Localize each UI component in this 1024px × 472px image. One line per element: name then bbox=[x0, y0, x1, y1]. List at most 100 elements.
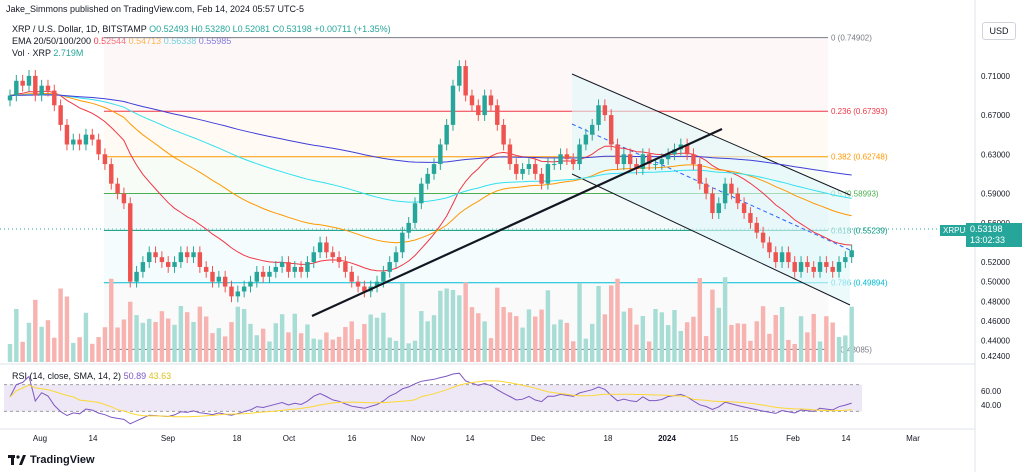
volume-bar bbox=[71, 342, 76, 362]
candle-body bbox=[343, 262, 348, 272]
candle-body bbox=[564, 154, 570, 160]
volume-bar bbox=[773, 315, 778, 362]
candle-body bbox=[627, 154, 633, 165]
candle-body bbox=[602, 105, 608, 116]
candle-body bbox=[805, 262, 810, 267]
time-tick-label: Nov bbox=[411, 434, 425, 443]
candle-body bbox=[811, 266, 816, 272]
volume-bar bbox=[393, 340, 399, 362]
currency-selector[interactable]: USD bbox=[982, 22, 1016, 40]
tradingview-logo[interactable]: TradingView bbox=[8, 454, 95, 466]
volume-bar bbox=[20, 341, 25, 362]
volume-bar bbox=[153, 321, 158, 362]
candle-body bbox=[457, 66, 462, 86]
volume-bar bbox=[438, 290, 443, 362]
volume-bar bbox=[203, 316, 209, 362]
volume-bar bbox=[58, 288, 63, 362]
candle-body bbox=[305, 262, 310, 272]
volume-bar bbox=[412, 340, 418, 362]
volume-bar bbox=[279, 314, 285, 362]
candle-body bbox=[533, 164, 538, 174]
volume-bar bbox=[267, 341, 272, 362]
time-tick-label: Feb bbox=[786, 434, 800, 443]
price-tick-label: 0.59000 bbox=[981, 189, 1010, 198]
candle-body bbox=[526, 164, 532, 169]
ema100-value: 0.56338 bbox=[163, 36, 197, 46]
candle-body bbox=[273, 266, 279, 272]
time-tick-label: Aug bbox=[33, 434, 47, 443]
rsi-label: RSI (14, close, SMA, 14, 2) bbox=[12, 371, 122, 381]
volume-bar bbox=[191, 321, 196, 362]
channel-fill bbox=[572, 74, 850, 305]
candle-body bbox=[463, 66, 468, 96]
candle-body bbox=[406, 222, 411, 233]
ema100-line bbox=[9, 93, 852, 203]
candle-body bbox=[184, 252, 190, 258]
volume-bar bbox=[729, 324, 734, 362]
candle-body bbox=[159, 257, 165, 263]
volume-bar bbox=[640, 316, 646, 362]
candle-body bbox=[298, 266, 304, 272]
candle-body bbox=[741, 203, 747, 214]
volume-bar bbox=[134, 315, 139, 362]
candle-body bbox=[71, 139, 76, 145]
ema200-value: 0.55985 bbox=[198, 36, 232, 46]
candle-body bbox=[552, 164, 557, 166]
volume-bar bbox=[254, 335, 260, 362]
fib-level-label: 0.618 (0.55239) bbox=[831, 226, 888, 235]
price-tick-label: 0.44000 bbox=[981, 336, 1010, 345]
channel-lower bbox=[571, 173, 851, 306]
candle-body bbox=[96, 139, 101, 155]
volume-bar bbox=[798, 316, 804, 362]
ema-legend: EMA 20/50/100/200 0.52544 0.54713 0.5633… bbox=[12, 36, 231, 46]
candle-body bbox=[14, 80, 19, 96]
candle-body bbox=[501, 124, 506, 145]
volume-bar bbox=[33, 299, 38, 362]
rsi-band bbox=[4, 384, 862, 412]
volume-bar bbox=[64, 296, 70, 362]
candle-body bbox=[621, 154, 627, 165]
time-tick-label: 15 bbox=[730, 434, 739, 443]
candle-body bbox=[197, 252, 203, 267]
candle-body bbox=[267, 271, 272, 277]
volume-bar bbox=[387, 337, 392, 362]
time-axis: Aug 14 Sep 18 Oct 16 Nov 14 Dec 18 2024 15 Feb 14 Mar bbox=[33, 434, 920, 443]
volume-bar bbox=[716, 307, 721, 362]
volume-label: Vol · XRP bbox=[12, 48, 51, 58]
candle-body bbox=[412, 203, 418, 223]
volume-bar bbox=[90, 343, 95, 362]
volume-bar bbox=[646, 341, 652, 362]
volume-bar bbox=[659, 312, 665, 362]
candle-body bbox=[58, 105, 63, 125]
volume-bar bbox=[583, 338, 589, 362]
volume-bar bbox=[767, 333, 772, 362]
brand-name: TradingView bbox=[30, 454, 95, 466]
volume-bar bbox=[292, 313, 297, 362]
candle-body bbox=[26, 75, 32, 86]
candle-body bbox=[178, 252, 184, 263]
candle-body bbox=[311, 252, 316, 263]
candles bbox=[7, 60, 854, 303]
candle-body bbox=[507, 144, 513, 165]
candle-body bbox=[254, 271, 260, 282]
volume-bar bbox=[615, 278, 620, 362]
candle-body bbox=[786, 252, 791, 263]
ohlc-values: O0.52493 H0.53280 L0.52081 C0.53198 +0.0… bbox=[149, 24, 391, 34]
price-tick-label: 0.48000 bbox=[981, 297, 1010, 306]
time-tick-label: 16 bbox=[348, 434, 357, 443]
volume-bar bbox=[602, 314, 608, 362]
volume-bar bbox=[83, 312, 89, 362]
fib-level-label: 0.5 (0.58993) bbox=[831, 190, 879, 199]
candle-body bbox=[646, 154, 652, 165]
rsi-sma-value: 43.63 bbox=[148, 371, 172, 381]
volume-bar bbox=[400, 283, 405, 362]
volume-bar bbox=[495, 287, 500, 362]
volume-bar bbox=[520, 327, 525, 362]
volume-bar bbox=[77, 337, 82, 362]
candle-body bbox=[824, 262, 829, 267]
ema50-value: 0.54713 bbox=[128, 36, 162, 46]
time-tick-label: 18 bbox=[604, 434, 613, 443]
candle-body bbox=[286, 262, 291, 272]
volume-bar bbox=[792, 343, 797, 362]
